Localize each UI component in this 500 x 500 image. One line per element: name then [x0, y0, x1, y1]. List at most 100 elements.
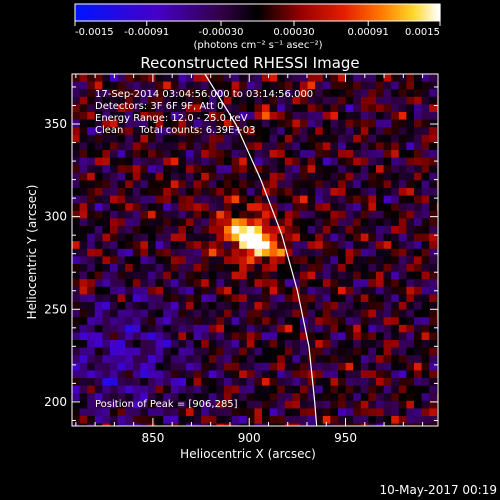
heatmap-cell — [360, 309, 369, 318]
heatmap-cell — [110, 218, 119, 227]
colorbar-cell — [140, 4, 144, 21]
heatmap-cell — [269, 150, 278, 159]
heatmap-cell — [330, 385, 339, 394]
heatmap-cell — [284, 142, 293, 151]
heatmap-cell — [72, 142, 81, 151]
heatmap-cell — [353, 172, 362, 181]
heatmap-cell — [277, 172, 286, 181]
heatmap-cell — [269, 233, 278, 242]
heatmap-cell — [102, 332, 111, 341]
heatmap-cell — [292, 150, 301, 159]
heatmap-cell — [284, 400, 293, 409]
colorbar-cell — [132, 4, 136, 21]
heatmap-cell — [178, 264, 187, 273]
heatmap-cell — [345, 112, 354, 121]
heatmap-cell — [186, 317, 195, 326]
heatmap-cell — [216, 127, 225, 136]
heatmap-cell — [155, 127, 164, 136]
heatmap-cell — [398, 317, 407, 326]
heatmap-cell — [300, 74, 309, 83]
colorbar-cell — [242, 4, 246, 21]
heatmap-cell — [391, 210, 400, 219]
colorbar-cell — [432, 4, 436, 21]
heatmap-cell — [345, 423, 354, 426]
heatmap-cell — [391, 142, 400, 151]
heatmap-cell — [322, 203, 331, 212]
heatmap-cell — [148, 165, 157, 174]
heatmap-cell — [148, 96, 157, 105]
heatmap-cell — [353, 393, 362, 402]
heatmap-cell — [292, 134, 301, 143]
heatmap-cell — [277, 157, 286, 166]
y-tick-label: 250 — [44, 302, 67, 316]
heatmap-cell — [224, 150, 233, 159]
heatmap-cell — [406, 324, 415, 333]
heatmap-cell — [231, 340, 240, 349]
heatmap-cell — [262, 279, 271, 288]
heatmap-cell — [170, 317, 179, 326]
colorbar-cell — [85, 4, 89, 21]
heatmap-cell — [201, 226, 210, 235]
heatmap-cell — [178, 127, 187, 136]
heatmap-cell — [383, 279, 392, 288]
heatmap-cell — [345, 264, 354, 273]
heatmap-cell — [254, 423, 263, 426]
heatmap-cell — [201, 233, 210, 242]
heatmap-cell — [186, 294, 195, 303]
colorbar-cell — [305, 4, 309, 21]
heatmap-cell — [208, 248, 217, 257]
heatmap-cell — [406, 89, 415, 98]
colorbar-cell — [80, 4, 84, 21]
heatmap-cell — [132, 180, 141, 189]
heatmap-cell — [132, 271, 141, 280]
heatmap-cell — [292, 317, 301, 326]
heatmap-cell — [102, 203, 111, 212]
heatmap-cell — [79, 195, 88, 204]
heatmap-cell — [284, 233, 293, 242]
heatmap-cell — [360, 157, 369, 166]
heatmap-cell — [94, 294, 103, 303]
heatmap-cell — [193, 188, 202, 197]
colorbar-cell — [135, 4, 139, 21]
heatmap-cell — [102, 210, 111, 219]
heatmap-cell — [170, 378, 179, 387]
heatmap-cell — [292, 104, 301, 113]
heatmap-cell — [360, 89, 369, 98]
heatmap-cell — [383, 195, 392, 204]
heatmap-cell — [345, 408, 354, 417]
heatmap-cell — [193, 393, 202, 402]
heatmap-cell — [231, 286, 240, 295]
heatmap-cell — [186, 180, 195, 189]
heatmap-cell — [429, 370, 438, 379]
heatmap-cell — [125, 332, 134, 341]
colorbar-cell — [377, 4, 381, 21]
heatmap-cell — [391, 423, 400, 426]
heatmap-cell — [315, 195, 324, 204]
heatmap-cell — [338, 416, 347, 425]
heatmap-cell — [360, 203, 369, 212]
heatmap-cell — [201, 393, 210, 402]
heatmap-cell — [292, 279, 301, 288]
heatmap-cell — [322, 188, 331, 197]
heatmap-cell — [262, 347, 271, 356]
heatmap-cell — [368, 142, 377, 151]
heatmap-cell — [193, 340, 202, 349]
colorbar-cell — [325, 4, 329, 21]
heatmap-cell — [155, 180, 164, 189]
heatmap-cell — [170, 112, 179, 121]
heatmap-cell — [330, 127, 339, 136]
heatmap-cell — [208, 332, 217, 341]
heatmap-cell — [254, 226, 263, 235]
heatmap-cell — [170, 142, 179, 151]
colorbar-cell — [192, 4, 196, 21]
heatmap-cell — [330, 355, 339, 364]
heatmap-cell — [148, 271, 157, 280]
heatmap-cell — [429, 104, 438, 113]
heatmap-cell — [262, 172, 271, 181]
heatmap-cell — [429, 271, 438, 280]
heatmap-cell — [421, 416, 430, 425]
heatmap-cell — [208, 142, 217, 151]
heatmap-cell — [102, 96, 111, 105]
heatmap-cell — [315, 362, 324, 371]
heatmap-cell — [353, 226, 362, 235]
